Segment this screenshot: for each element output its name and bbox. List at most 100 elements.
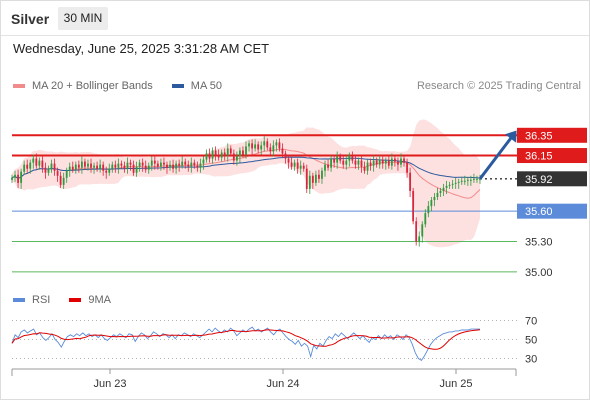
candle [390,153,393,170]
candle [223,148,226,161]
candle [254,139,257,152]
candle-body [421,224,424,237]
candle-body [248,143,250,147]
candle-body [202,159,205,164]
candle-body [473,178,475,180]
candle [159,158,162,171]
candle-body [105,170,108,173]
rsi-level-30: 30 [12,354,537,366]
candle [406,158,408,178]
candle-body [114,164,117,168]
rsi-9ma-line [11,329,481,350]
candle [314,170,317,186]
candle [476,175,478,183]
rsi-level-50: 50 [12,335,537,347]
candle-body [433,197,436,201]
level-label-text: 35.00 [525,267,553,279]
candle [20,168,23,189]
forecast-arrow-head [505,130,517,143]
level-label-box [517,203,587,219]
candle-body [23,164,26,172]
candle [96,161,99,172]
candle [239,147,241,163]
candle [308,170,311,194]
research-credit: Research © 2025 Trading Central [416,80,581,92]
candle [397,157,399,171]
candle-body [71,166,74,170]
ma50-line [11,156,481,180]
timeframe-button[interactable]: 30 MIN [58,7,108,30]
candle-body [108,168,111,173]
candle [424,209,427,228]
candle [132,160,135,176]
candle-body [44,167,47,173]
level-36.15: 36.15 [12,148,587,164]
chart-header: Silver 30 MIN [0,0,590,36]
candle-body [190,162,193,167]
candle-body [469,179,472,181]
candle [196,161,199,172]
candle-body [284,153,287,159]
candle [363,161,366,174]
candle [208,148,211,163]
candle [211,147,214,164]
level-label-text: 36.35 [525,130,553,142]
candle-body [476,178,478,180]
candle [178,159,181,172]
candle [205,149,208,163]
rsi-legend: RSI 9MA [13,294,130,306]
forecast-arrow-line [478,134,515,180]
candle-body [293,162,296,167]
candle [333,154,336,168]
candle [384,157,387,170]
candle-body [205,153,208,160]
candle-body [448,184,451,186]
candle [381,154,384,169]
candle [430,197,433,212]
candle [311,172,314,189]
candle-body [99,164,102,169]
rsi-level-label: 70 [525,316,537,328]
candle-body [239,150,241,157]
candle-body [369,162,372,166]
legend-item-rsi: RSI [13,294,50,306]
candle-body [321,170,323,179]
candle [120,160,123,169]
candle-body [11,177,13,180]
candle [281,143,284,158]
level-35.00: 35.00 [12,267,553,279]
ma20-swatch [13,84,25,88]
candle [433,192,436,207]
candle-body [47,168,50,173]
candle-body [360,160,363,167]
rsi-swatch [13,298,25,302]
candle-body [251,143,253,149]
legend-label-ma50: MA 50 [190,80,222,92]
candle-body [275,142,278,146]
candle-body [126,162,129,169]
candle-body [175,163,178,169]
candle-body [62,177,65,185]
candle-body [302,165,305,169]
candle [445,180,448,194]
candle-body [357,160,360,165]
candle-body [272,145,275,152]
candle-body [232,153,235,161]
candle-body [129,162,132,165]
candle-body [74,164,77,170]
candle-body [342,160,345,165]
candle [245,141,247,159]
level-label-box [517,171,587,187]
candle [375,157,378,168]
candle-body [187,164,190,167]
candle [62,172,65,189]
candle [427,201,430,218]
candle [190,157,193,173]
candle-body [299,165,302,169]
candle-body [84,161,86,167]
candle-body [220,152,223,158]
candle-body [65,170,68,178]
candle [263,136,266,152]
candle-body [68,166,71,171]
